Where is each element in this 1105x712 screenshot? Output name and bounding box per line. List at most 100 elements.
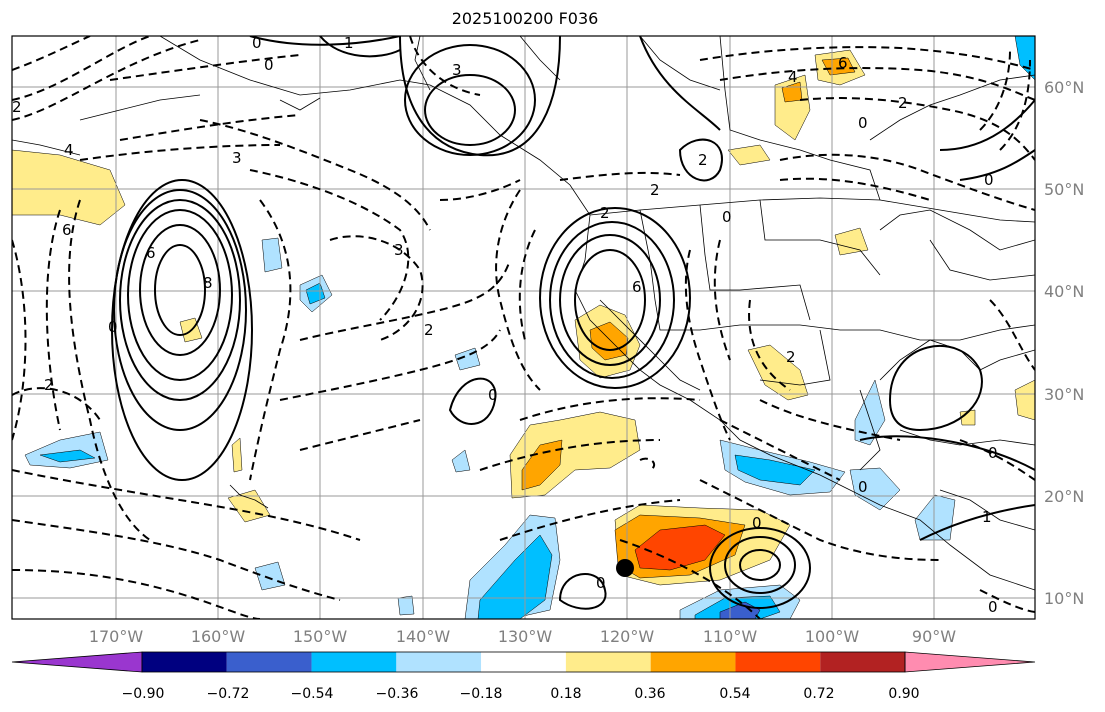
shade-lightblue [854, 379, 886, 446]
shade-yellow [231, 437, 243, 473]
contour-label: 3 [452, 61, 462, 79]
contour-label: 0 [988, 444, 998, 462]
shade-yellow [747, 344, 809, 401]
contour-label: 2 [698, 151, 708, 169]
contour-label: 0 [988, 598, 998, 616]
shade-red [634, 524, 726, 571]
colorbar-ticks: −0.90 −0.72 −0.54 −0.36 −0.18 0.18 0.36 … [122, 686, 920, 702]
colorbar-segment [142, 652, 227, 672]
lat-label-50n: 50°N [1044, 180, 1084, 199]
contour-label: 2 [44, 376, 54, 394]
shade-blue [39, 449, 96, 463]
contour-label: 0 [488, 386, 498, 404]
contour-label: 2 [424, 321, 434, 339]
colorbar-outline [141, 651, 906, 673]
contour-label: 2 [898, 94, 908, 112]
contour-label: 2 [786, 348, 796, 366]
contour-label: 0 [984, 171, 994, 189]
contour-label: 0 [722, 208, 732, 226]
contour-layer [12, 36, 1035, 619]
shade-lightblue [397, 595, 415, 616]
graticule [12, 36, 1035, 619]
contour-label: 1 [344, 34, 354, 52]
colorbar-tick-label: 0.72 [803, 686, 834, 702]
lat-label-20n: 20°N [1044, 487, 1084, 506]
contour-label: 6 [146, 244, 156, 262]
shade-yellow [1014, 379, 1035, 421]
contour-label: 2 [650, 181, 660, 199]
latitude-labels: 60°N 50°N 40°N 30°N 20°N 10°N [1044, 78, 1084, 608]
contour-label: 4 [64, 141, 74, 159]
colorbar-segment [650, 652, 736, 672]
colorbar: −0.90 −0.72 −0.54 −0.36 −0.18 0.18 0.36 … [11, 651, 1036, 702]
lon-label-90w: 90°W [912, 627, 956, 646]
colorbar-tick-label: −0.72 [207, 686, 250, 702]
map-frame [11, 35, 1036, 620]
shade-orange [821, 57, 856, 76]
colorbar-tick-label: 0.36 [634, 686, 665, 702]
shade-yellow [727, 144, 771, 166]
colorbar-segment [735, 652, 821, 672]
contour-label: 0 [858, 478, 868, 496]
shade-orange [521, 439, 563, 491]
contour-label: 8 [203, 274, 213, 292]
colorbar-tick-label: 0.90 [888, 686, 919, 702]
contour-label: 0 [252, 34, 262, 52]
lon-label-110w: 110°W [703, 627, 758, 646]
contour-label: 4 [788, 68, 798, 86]
shade-lightblue [254, 561, 286, 591]
longitude-labels: 170°W 160°W 150°W 140°W 130°W 120°W 110°… [89, 627, 956, 646]
lon-label-150w: 150°W [293, 627, 348, 646]
lat-label-60n: 60°N [1044, 78, 1084, 97]
colorbar-segment [396, 652, 482, 672]
contour-label: 2 [12, 98, 22, 116]
lat-label-40n: 40°N [1044, 282, 1084, 301]
lon-label-120w: 120°W [600, 627, 655, 646]
lat-label-30n: 30°N [1044, 385, 1084, 404]
contour-label: 0 [108, 318, 118, 336]
shade-yellow [834, 227, 869, 256]
storm-marker [616, 559, 634, 577]
lon-label-140w: 140°W [396, 627, 451, 646]
contour-label: 6 [838, 54, 848, 72]
shade-orange [589, 321, 629, 361]
contour-label: 2 [600, 204, 610, 222]
shaded-field-layer [12, 36, 1035, 619]
map-title: 2025100200 F036 [451, 9, 599, 28]
colorbar-segments [11, 651, 1036, 673]
colorbar-tick-label: −0.36 [376, 686, 419, 702]
colorbar-tick-label: 0.18 [550, 686, 581, 702]
colorbar-segment [904, 651, 1036, 673]
lon-label-160w: 160°W [191, 627, 246, 646]
contour-label: 6 [62, 221, 72, 239]
contour-label: 3 [394, 241, 404, 259]
contour-label: 0 [264, 56, 274, 74]
lon-label-130w: 130°W [498, 627, 553, 646]
contour-label: 0 [752, 514, 762, 532]
lon-label-170w: 170°W [89, 627, 144, 646]
shade-lightblue [849, 467, 901, 511]
colorbar-tick-label: 0.54 [719, 686, 750, 702]
contour-label: 0 [596, 574, 606, 592]
shade-yellow [12, 149, 126, 226]
colorbar-segment [11, 651, 143, 673]
lon-label-100w: 100°W [805, 627, 860, 646]
contour-label-layer: 0 0 1 3 4 3 6 6 8 3 2 2 0 0 2 2 2 0 6 2 … [12, 34, 998, 616]
colorbar-segment [820, 652, 905, 672]
lat-label-10n: 10°N [1044, 589, 1084, 608]
contour-label: 1 [982, 508, 992, 526]
contour-label: 3 [232, 149, 242, 167]
colorbar-tick-label: −0.54 [291, 686, 334, 702]
coastlines [12, 36, 1035, 591]
colorbar-segment [565, 652, 651, 672]
colorbar-segment [226, 652, 312, 672]
shade-blue [734, 454, 816, 486]
contour-label: 6 [632, 278, 642, 296]
shade-lightblue [451, 449, 471, 473]
contour-label: 0 [858, 114, 868, 132]
colorbar-segment [311, 652, 397, 672]
colorbar-tick-label: −0.18 [460, 686, 503, 702]
colorbar-segment [481, 652, 566, 672]
shade-lightblue [261, 237, 283, 273]
